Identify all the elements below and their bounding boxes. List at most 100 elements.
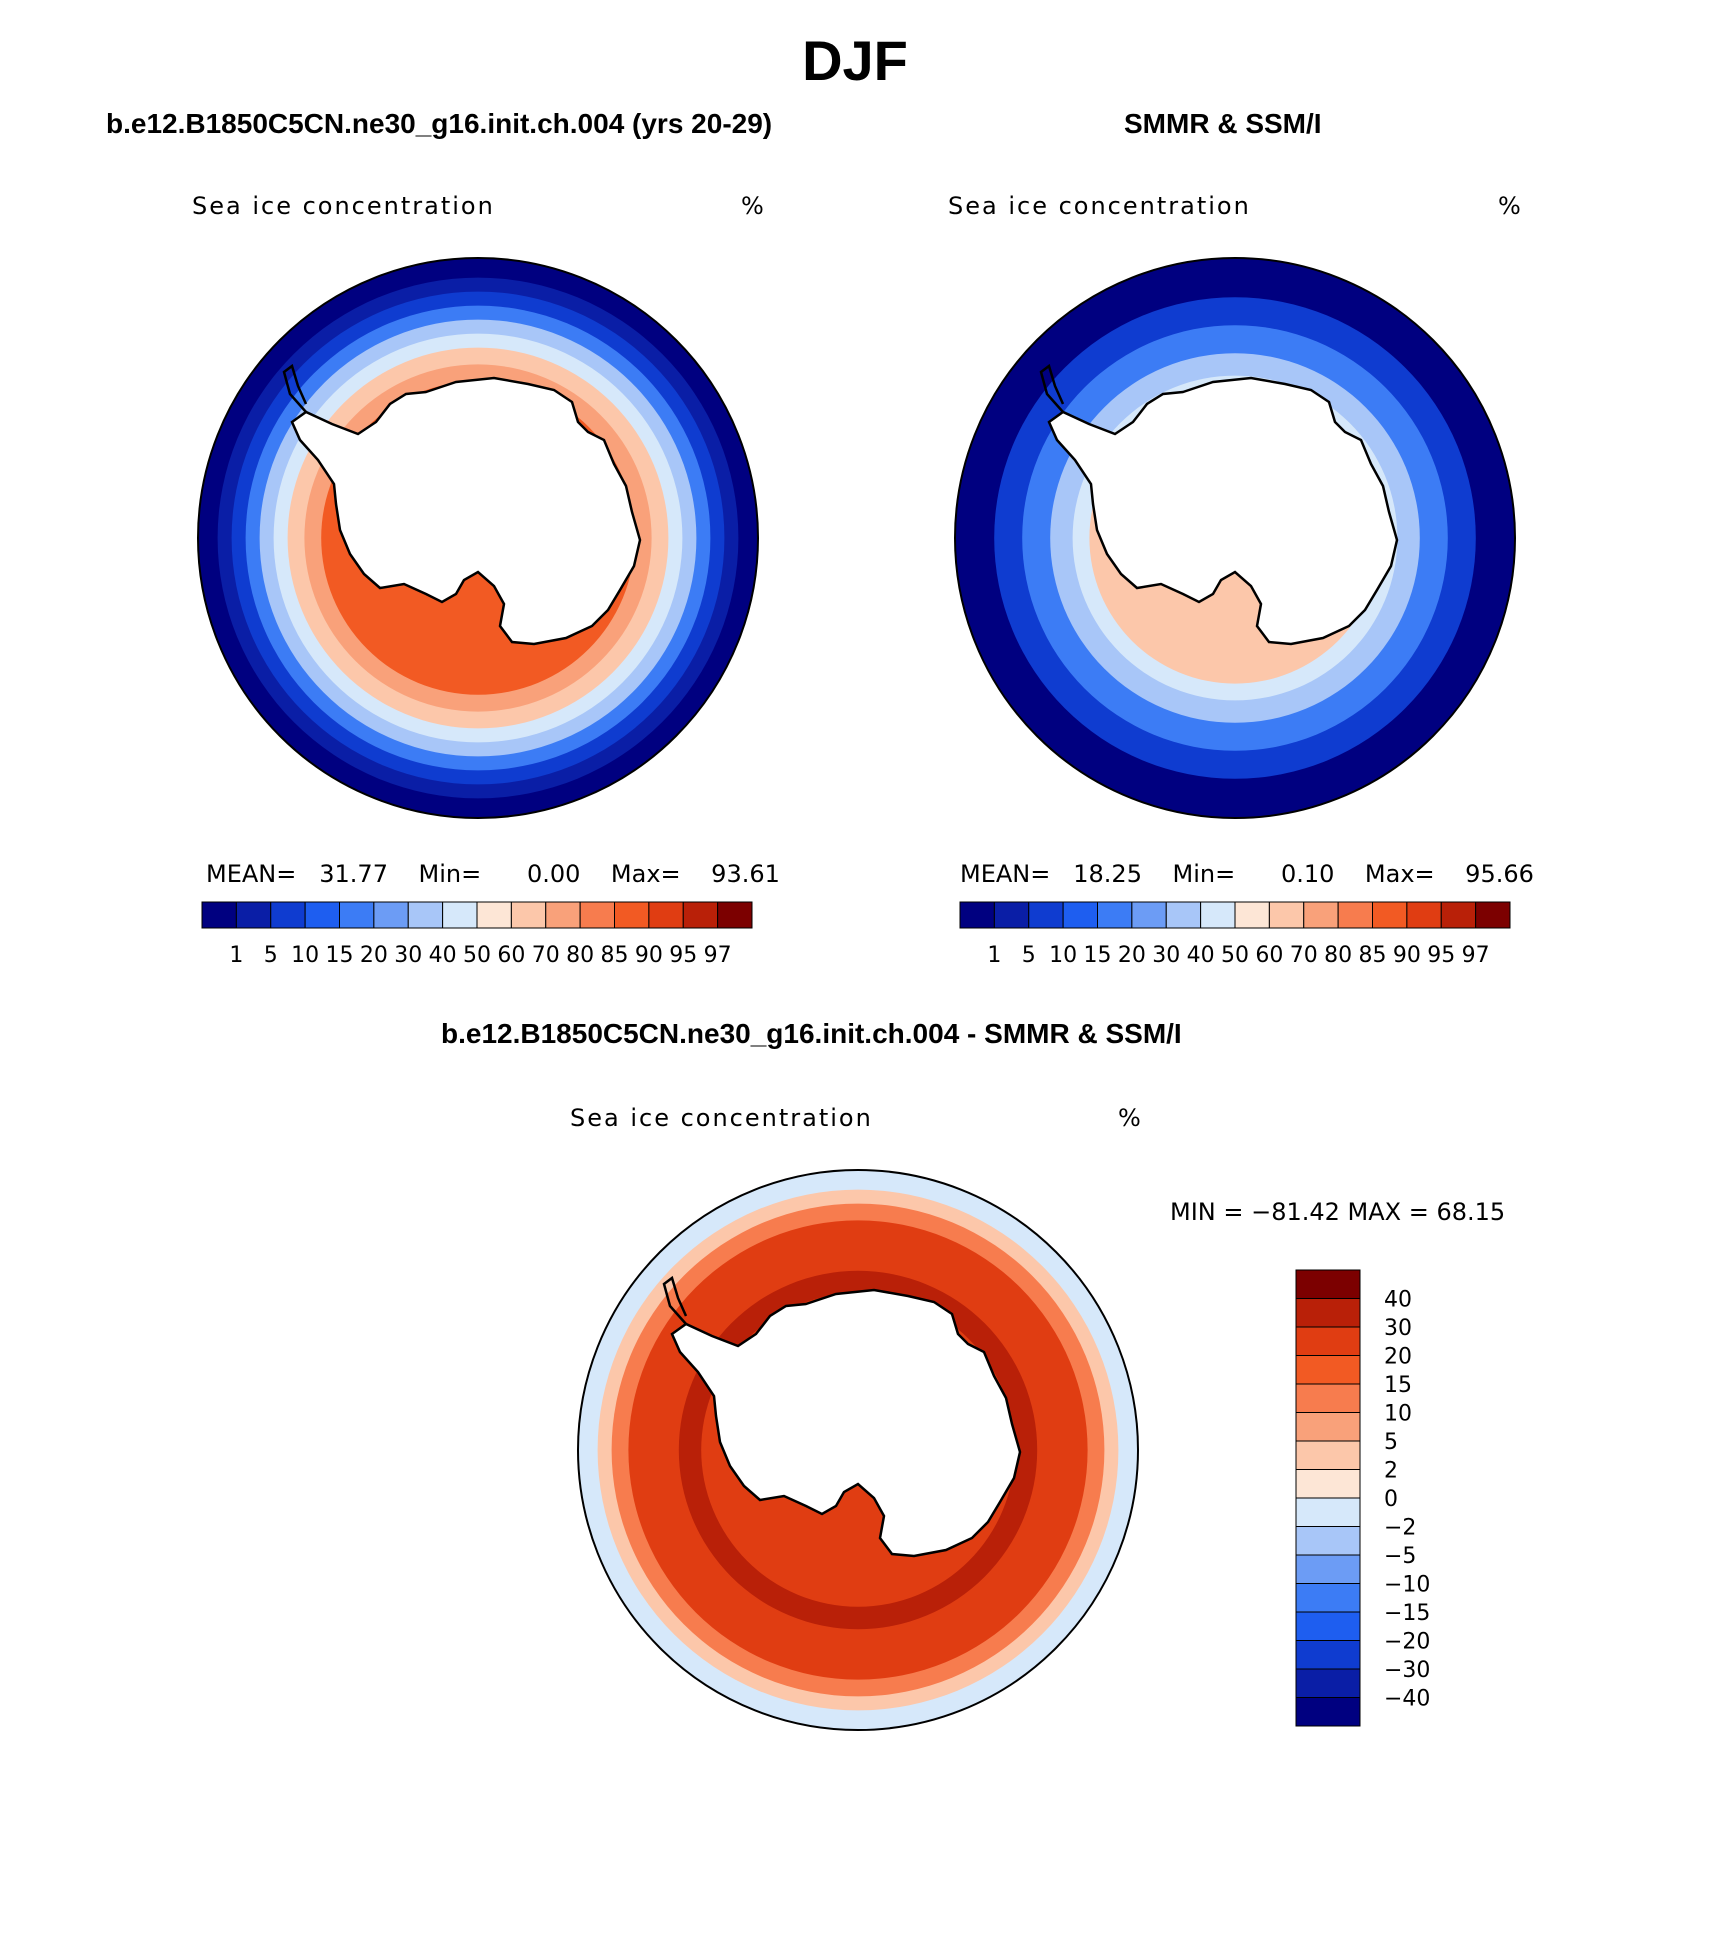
mean-value: 18.25 xyxy=(1073,860,1142,888)
max-value: 93.61 xyxy=(711,860,780,888)
colorbar-box xyxy=(1295,1326,1361,1356)
colorbar-tick-label: −30 xyxy=(1384,1658,1430,1683)
min-label: Min= xyxy=(418,860,482,888)
colorbar-tick-label: 40 xyxy=(1384,1288,1412,1313)
colorbar-tick-label: 80 xyxy=(1324,943,1352,968)
panel-1-variable: Sea ice concentration xyxy=(192,192,495,220)
colorbar-box xyxy=(339,901,375,929)
mean-label: MEAN= xyxy=(960,860,1051,888)
colorbar-tick-label: 5 xyxy=(1384,1430,1398,1455)
colorbar-tick-label: 90 xyxy=(635,943,663,968)
colorbar-box xyxy=(1295,1298,1361,1328)
colorbar-box xyxy=(1062,901,1098,929)
colorbar-tick-label: 70 xyxy=(532,943,560,968)
panel-1-units: % xyxy=(741,192,764,220)
colorbar-tick-label: 30 xyxy=(394,943,422,968)
colorbar-box xyxy=(1295,1611,1361,1641)
colorbar-box xyxy=(648,901,684,929)
antarctic-peninsula xyxy=(282,363,308,413)
colorbar-tick-label: 85 xyxy=(601,943,629,968)
colorbar-box xyxy=(1295,1355,1361,1385)
colorbar-tick-label: 1 xyxy=(987,943,1001,968)
colorbar-box xyxy=(1097,901,1133,929)
panel-3-title: b.e12.B1850C5CN.ne30_g16.init.ch.004 - S… xyxy=(441,1018,1182,1049)
colorbar-box xyxy=(1337,901,1373,929)
panel-1-map xyxy=(197,257,759,819)
colorbar-box xyxy=(579,901,615,929)
max-label: Max= xyxy=(610,860,681,888)
min-value: 0.00 xyxy=(526,860,581,888)
colorbar-box xyxy=(476,901,512,929)
colorbar-box xyxy=(1303,901,1339,929)
colorbar-box xyxy=(1131,901,1167,929)
antarctic-peninsula xyxy=(662,1275,688,1325)
panel-2-colorbar: 1 5 10 15 20 30 40 50 60 70 80 85 90 95 97 xyxy=(959,901,1511,968)
colorbar-box xyxy=(1440,901,1477,929)
colorbar-box xyxy=(1295,1412,1361,1442)
panel-2-variable: Sea ice concentration xyxy=(948,192,1251,220)
colorbar-tick-label: 20 xyxy=(1118,943,1146,968)
colorbar-tick-label: 30 xyxy=(1384,1316,1412,1341)
colorbar-tick-label: 15 xyxy=(326,943,354,968)
colorbar-tick-label: 5 xyxy=(1022,943,1036,968)
main-title: DJF xyxy=(802,29,908,92)
colorbar-box xyxy=(993,901,1030,929)
colorbar-tick-label: 10 xyxy=(1049,943,1077,968)
colorbar-box xyxy=(682,901,719,929)
colorbar-tick-label: 50 xyxy=(1221,943,1249,968)
colorbar-tick-label: 70 xyxy=(1290,943,1318,968)
panel-2-units: % xyxy=(1498,192,1521,220)
panel-2-title: SMMR & SSM/I xyxy=(1124,108,1322,139)
mean-label: MEAN= xyxy=(206,860,297,888)
panel-1-stats: MEAN= 31.77 Min= 0.00 Max= 93.61 xyxy=(206,860,780,888)
colorbar-box xyxy=(1295,1497,1361,1527)
panel-1-colorbar: 1 5 10 15 20 30 40 50 60 70 80 85 90 95 97 xyxy=(201,901,753,968)
panel-3-map xyxy=(577,1169,1139,1731)
colorbar-box xyxy=(959,901,995,929)
colorbar-box xyxy=(1295,1440,1361,1470)
colorbar-box xyxy=(1295,1383,1361,1413)
colorbar-tick-label: 15 xyxy=(1084,943,1112,968)
colorbar-box xyxy=(1295,1526,1361,1556)
colorbar-box xyxy=(304,901,340,929)
panel-2-map xyxy=(954,257,1516,819)
antarctica-landmass xyxy=(290,376,642,646)
colorbar-tick-label: 50 xyxy=(463,943,491,968)
colorbar-box xyxy=(1295,1668,1361,1698)
colorbar-box xyxy=(1268,901,1305,929)
colorbar-box xyxy=(235,901,272,929)
colorbar-box xyxy=(614,901,650,929)
colorbar-tick-label: 2 xyxy=(1384,1459,1398,1484)
colorbar-box xyxy=(442,901,478,929)
colorbar-box xyxy=(545,901,581,929)
panel-2-stats: MEAN= 18.25 Min= 0.10 Max= 95.66 xyxy=(960,860,1534,888)
colorbar-box xyxy=(1295,1697,1361,1727)
colorbar-tick-label: 97 xyxy=(1462,943,1490,968)
colorbar-box xyxy=(1028,901,1064,929)
colorbar-tick-label: 30 xyxy=(1152,943,1180,968)
colorbar-tick-label: 0 xyxy=(1384,1487,1398,1512)
colorbar-box xyxy=(1200,901,1236,929)
colorbar-tick-label: −10 xyxy=(1384,1573,1430,1598)
colorbar-tick-label: 40 xyxy=(1187,943,1215,968)
colorbar-tick-label: 90 xyxy=(1393,943,1421,968)
colorbar-tick-label: 60 xyxy=(497,943,525,968)
colorbar-tick-label: 95 xyxy=(669,943,697,968)
mean-value: 31.77 xyxy=(319,860,388,888)
colorbar-box xyxy=(1234,901,1270,929)
colorbar-box xyxy=(1295,1554,1361,1584)
colorbar-tick-label: 60 xyxy=(1255,943,1283,968)
colorbar-tick-label: 85 xyxy=(1359,943,1387,968)
max-value: 95.66 xyxy=(1465,860,1534,888)
colorbar-box xyxy=(717,901,753,929)
colorbar-box xyxy=(1372,901,1408,929)
colorbar-box xyxy=(510,901,547,929)
panel-1-title: b.e12.B1850C5CN.ne30_g16.init.ch.004 (yr… xyxy=(106,108,773,139)
colorbar-box xyxy=(201,901,237,929)
panel-3-variable: Sea ice concentration xyxy=(570,1104,873,1132)
colorbar-tick-label: −20 xyxy=(1384,1630,1430,1655)
min-label: Min= xyxy=(1172,860,1236,888)
colorbar-tick-label: 10 xyxy=(1384,1402,1412,1427)
colorbar-tick-label: 5 xyxy=(264,943,278,968)
